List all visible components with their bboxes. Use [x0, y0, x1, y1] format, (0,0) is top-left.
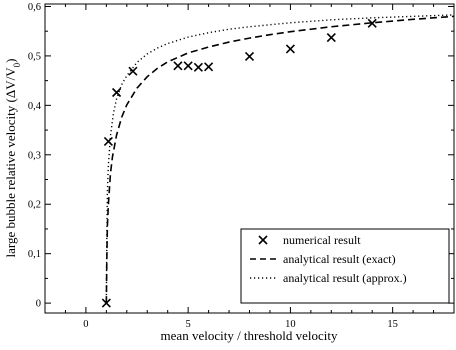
marker-stroke	[173, 61, 183, 71]
legend-label-approx: analytical result (approx.)	[283, 271, 407, 285]
y-tick-label: 0,5	[28, 51, 41, 62]
marker-stroke	[244, 51, 255, 61]
legend-label-numerical: numerical result	[283, 233, 361, 247]
data-point-marker	[128, 66, 138, 76]
x-tick-label: 15	[387, 319, 398, 330]
axis-ticks: 0 5 10 15 0 0,1 0,2 0,3 0,4 0,5 0,6	[28, 2, 455, 330]
data-point-marker	[204, 62, 214, 72]
series-layer	[101, 14, 454, 308]
y-axis-label-main: large bubble relative velocity (ΔV/V	[3, 67, 18, 258]
marker-stroke	[183, 61, 193, 71]
marker-stroke	[193, 62, 203, 72]
data-point-marker	[112, 87, 122, 98]
marker-stroke	[112, 87, 122, 98]
series-approx-line	[105, 14, 454, 304]
marker-stroke	[101, 298, 111, 308]
x-tick-label: 10	[285, 319, 296, 330]
y-tick-label: 0	[36, 299, 41, 310]
data-point-marker	[183, 61, 193, 71]
x-tick-label: 0	[83, 319, 88, 330]
data-point-marker	[285, 44, 295, 54]
y-axis-label: large bubble relative velocity (ΔV/V0)	[3, 59, 22, 258]
legend-label-exact: analytical result (exact)	[283, 252, 396, 266]
y-axis-label-close: )	[3, 59, 18, 63]
y-tick-label: 0,2	[28, 200, 41, 211]
legend-box	[240, 228, 450, 304]
y-tick-label: 0,3	[28, 150, 41, 161]
marker-stroke	[367, 18, 377, 28]
y-tick-label: 0,4	[28, 101, 42, 112]
data-point-marker	[367, 18, 377, 28]
data-point-marker	[244, 51, 255, 61]
x-tick-label: 5	[186, 319, 191, 330]
marker-stroke	[128, 66, 138, 76]
data-point-marker	[101, 298, 111, 308]
series-exact-line	[105, 15, 454, 304]
x-axis-label: mean velocity / threshold velocity	[161, 328, 338, 343]
marker-stroke	[326, 33, 336, 43]
legend: numerical result analytical result (exac…	[240, 228, 450, 304]
legend-marker-numerical	[258, 235, 268, 245]
data-point-marker	[326, 33, 336, 43]
marker-stroke	[204, 62, 214, 72]
marker-stroke	[103, 136, 113, 147]
y-axis-label-subscript: 0	[12, 62, 22, 67]
data-point-marker	[103, 136, 113, 147]
y-tick-label: 0,6	[28, 2, 41, 13]
marker-stroke	[285, 44, 295, 54]
y-tick-label: 0,1	[28, 249, 41, 260]
data-point-marker	[193, 62, 203, 72]
data-point-marker	[173, 61, 183, 71]
